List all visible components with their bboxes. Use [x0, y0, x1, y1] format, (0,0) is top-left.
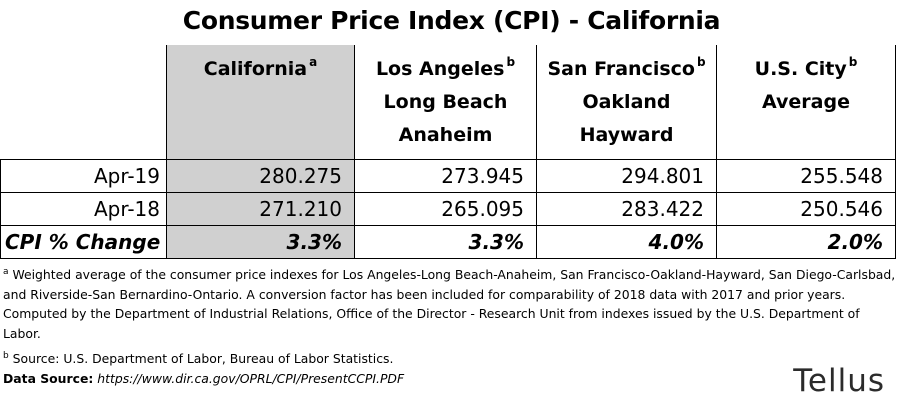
column-header: San Francisco b Oakland Hayward [536, 45, 717, 159]
column-header-line: Average [762, 91, 850, 113]
table-cell: 265.095 [354, 191, 537, 226]
column-header: Los Angeles b Long Beach Anaheim [354, 45, 537, 159]
column-header-line: Anaheim [398, 124, 493, 146]
table-cell: 271.210 [166, 191, 355, 226]
footnote-b: b Source: U.S. Department of Labor, Bure… [3, 349, 898, 369]
footnote-marker: a [3, 267, 9, 277]
table-cell: 2.0% [716, 224, 896, 259]
footnote-marker: b [3, 351, 9, 361]
column-header: California a [166, 45, 355, 159]
column-header-line: San Francisco [547, 58, 695, 80]
footnote-marker: b [848, 55, 858, 69]
column-header-line: Hayward [579, 124, 674, 146]
table-row: CPI % Change 3.3% 3.3% 4.0% 2.0% [0, 224, 896, 259]
source-url: https://www.dir.ca.gov/OPRL/CPI/PresentC… [97, 370, 405, 386]
table-cell: 3.3% [166, 224, 355, 259]
table-row: Apr-18 271.210 265.095 283.422 250.546 [0, 191, 896, 226]
table-cell: 294.801 [536, 158, 717, 193]
footnote-marker: b [696, 55, 706, 69]
column-header-line: California [203, 58, 308, 80]
header-row: California a Los Angeles b Long Beach Anah… [1, 45, 896, 159]
table-cell: 273.945 [354, 158, 537, 193]
row-label: Apr-19 [0, 158, 167, 193]
source-label: Data Source: [3, 370, 94, 386]
cpi-table: California a Los Angeles b Long Beach Anah… [0, 45, 896, 259]
tellus-logo: Tellus [793, 363, 885, 399]
corner-cell [1, 45, 167, 159]
footnote-marker: b [506, 55, 516, 69]
table-cell: 250.546 [716, 191, 896, 226]
column-header-line: U.S. City [754, 58, 847, 80]
row-label: Apr-18 [0, 191, 167, 226]
column-header-line: Oakland [582, 91, 671, 113]
page-title: Consumer Price Index (CPI) - California [182, 6, 721, 35]
row-label: CPI % Change [0, 224, 167, 259]
footnote-text: Weighted average of the consumer price i… [3, 267, 896, 341]
table-cell: 3.3% [354, 224, 537, 259]
table-row: Apr-19 280.275 273.945 294.801 255.548 [0, 158, 896, 193]
column-header: U.S. City b Average [716, 45, 896, 159]
column-header-line: Los Angeles [375, 58, 505, 80]
table-cell: 283.422 [536, 191, 717, 226]
column-header-line: Long Beach [383, 91, 508, 113]
table-cell: 255.548 [716, 158, 896, 193]
table-cell: 280.275 [166, 158, 355, 193]
footnote-text: Source: U.S. Department of Labor, Bureau… [12, 351, 394, 366]
table-cell: 4.0% [536, 224, 717, 259]
footnotes: a Weighted average of the consumer price… [3, 265, 898, 388]
footnote-marker: a [309, 55, 318, 69]
footnote-a: a Weighted average of the consumer price… [3, 265, 898, 343]
data-source: Data Source: https://www.dir.ca.gov/OPRL… [3, 369, 898, 389]
